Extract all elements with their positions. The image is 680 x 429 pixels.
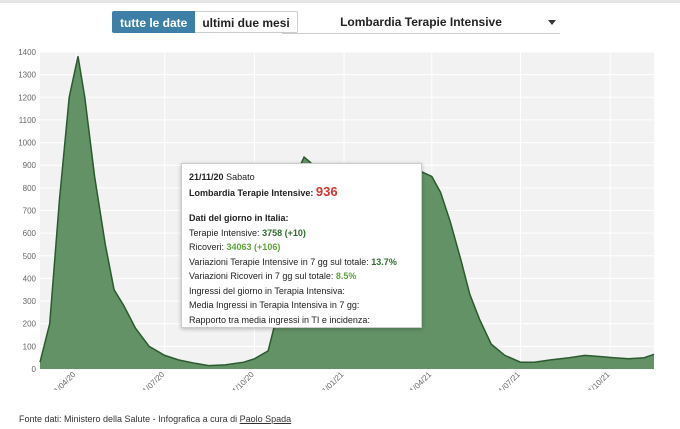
y-tick-label: 700 — [23, 207, 37, 216]
tooltip-var-ti-value: 13.7% — [371, 256, 397, 267]
y-tick-label: 0 — [32, 365, 37, 374]
x-tick-label: 01/07/21 — [494, 370, 523, 390]
tooltip-ric-value: 34063 (+106) — [226, 242, 281, 252]
tooltip-date: 21/11/20 — [189, 172, 224, 182]
y-tick-label: 300 — [23, 297, 37, 306]
tooltip-ric-label: Ricoveri: — [189, 242, 225, 252]
tooltip-ti-label: Terapie Intensive: — [189, 227, 260, 238]
tooltip-media-label: Media Ingressi in Terapia Intensiva in 7… — [189, 300, 360, 310]
y-tick-label: 600 — [23, 229, 37, 238]
y-tick-label: 200 — [23, 320, 37, 329]
y-tick-label: 100 — [23, 342, 37, 351]
last-two-months-button[interactable]: ultimi due mesi — [195, 11, 298, 33]
y-tick-label: 500 — [23, 252, 37, 261]
tooltip-ti-value: 3758 (+10) — [262, 227, 306, 238]
x-tick-label: 01/07/20 — [138, 370, 167, 390]
tooltip-var-ti-label: Variazioni Terapie Intensive in 7 gg sul… — [189, 256, 369, 267]
author-link[interactable]: Paolo Spada — [239, 414, 292, 424]
y-tick-label: 400 — [23, 274, 37, 283]
y-tick-label: 800 — [23, 184, 37, 193]
tooltip-series-value: 936 — [315, 183, 338, 199]
x-tick-label: 01/10/21 — [583, 370, 612, 390]
footer-source: Fonte dati: Ministero della Salute - Inf… — [19, 414, 238, 424]
y-tick-label: 900 — [23, 161, 37, 170]
tooltip-section-title: Dati del giorno in Italia: — [189, 213, 289, 223]
y-tick-label: 1400 — [18, 48, 36, 57]
y-tick-label: 1000 — [18, 139, 36, 148]
y-tick-label: 1300 — [18, 71, 36, 80]
tooltip-var-ric-value: 8.5% — [335, 271, 357, 281]
x-tick-label: 01/10/20 — [227, 370, 256, 390]
chart-tooltip: 21/11/20 Sabato Lombardia Terapie Intens… — [181, 163, 422, 328]
y-tick-label: 1100 — [19, 116, 37, 125]
series-select-value: Lombardia Terapie Intensive — [340, 15, 502, 29]
series-select[interactable]: Lombardia Terapie Intensive — [282, 11, 560, 34]
y-tick-label: 1200 — [18, 93, 36, 102]
x-tick-label: 01/01/21 — [317, 370, 346, 390]
caret-down-icon — [548, 20, 556, 25]
tooltip-rapporto-label: Rapporto tra media ingressi in TI e inci… — [189, 314, 370, 325]
footer-credit: Fonte dati: Ministero della Salute - Inf… — [19, 414, 291, 424]
x-tick-label: 01/04/21 — [405, 370, 434, 390]
tooltip-var-ric-label: Variazioni Ricoveri in 7 gg sul totale: — [189, 271, 334, 281]
tooltip-weekday: Sabato — [226, 172, 255, 182]
top-divider — [0, 0, 680, 3]
range-toggle: tutte le date ultimi due mesi — [112, 11, 298, 33]
all-dates-button[interactable]: tutte le date — [112, 11, 196, 33]
x-tick-label: 01/04/20 — [49, 370, 78, 390]
tooltip-series-label: Lombardia Terapie Intensive: — [189, 187, 314, 198]
tooltip-ingressi-label: Ingressi del giorno in Terapia Intensiva… — [189, 285, 345, 296]
